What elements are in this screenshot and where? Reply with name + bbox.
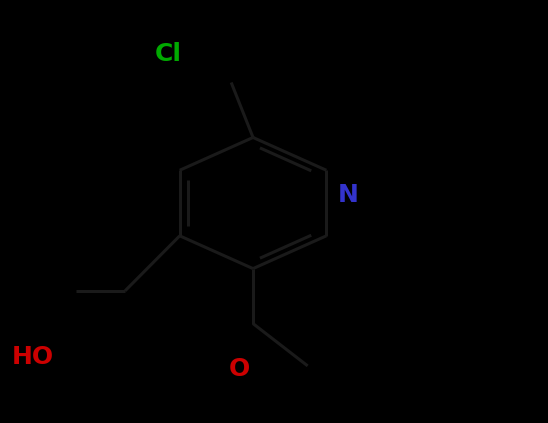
Text: Cl: Cl (155, 41, 182, 66)
Text: HO: HO (12, 346, 54, 369)
Text: O: O (229, 357, 250, 382)
Text: N: N (338, 183, 358, 206)
